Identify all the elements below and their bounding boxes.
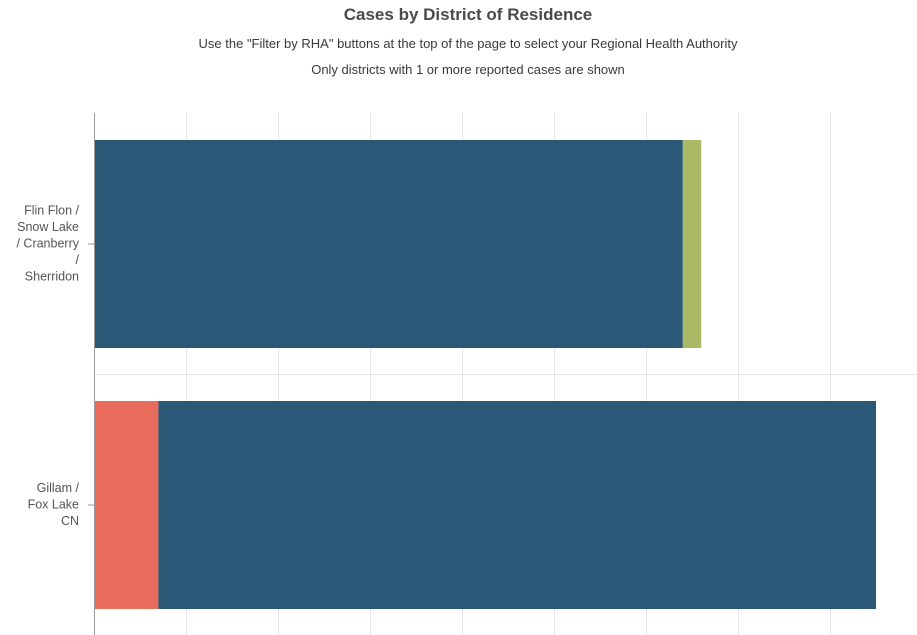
bar-segment-2-2 [158,401,876,609]
bar-segment-2-1 [94,401,159,609]
category-label: Flin Flon / Snow Lake / Cranberry / Sherrido… [16,204,79,284]
chart-subtitle-filter-hint: Use the "Filter by RHA" buttons at the t… [198,36,738,51]
bars [94,140,876,609]
bar-segment-1-2 [94,140,683,348]
chart-subtitle-note: Only districts with 1 or more reported c… [311,62,625,77]
chart-title: Cases by District of Residence [343,5,593,24]
bar-segment-1-3 [682,140,702,348]
category-label: Gillam / Fox Lake CN [28,481,80,528]
y-axis: Flin Flon / Snow Lake / Cranberry / Sherrido… [16,113,95,635]
